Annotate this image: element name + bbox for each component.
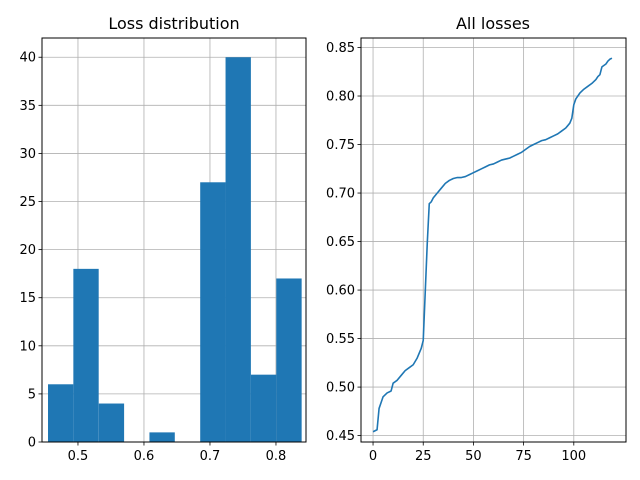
y-tick-label: 10	[19, 339, 36, 354]
x-tick-label: 50	[465, 449, 482, 464]
y-tick-label: 0.75	[326, 138, 355, 153]
histogram-loss-distribution: Loss distribution 0.5 0.6 0.7 0.8 0 5 10 15 20 25…	[19, 14, 307, 464]
y-tick-label: 0.70	[326, 187, 355, 202]
y-tick-label: 25	[19, 195, 36, 210]
y-tick-label: 0.80	[326, 90, 355, 105]
x-tick-label: 0.5	[68, 449, 89, 464]
y-tick-label: 0.55	[326, 332, 355, 347]
ticks: 0 25 50 75 100 0.45 0.50 0.55 0.60 0.65 0.70 0.75 0.…	[326, 41, 586, 464]
y-tick-label: 0.60	[326, 284, 355, 299]
x-tick-label: 100	[561, 449, 586, 464]
y-tick-label: 0.65	[326, 235, 355, 250]
marks	[48, 57, 302, 443]
x-tick-label: 0.8	[266, 449, 287, 464]
plot-area	[361, 38, 626, 442]
histogram-bar-1	[73, 268, 99, 442]
y-tick-label: 20	[19, 243, 36, 258]
y-tick-label: 5	[28, 387, 36, 402]
histogram-bar-2	[98, 403, 125, 442]
axes-frame	[41, 37, 307, 443]
y-tick-label: 0	[28, 436, 36, 451]
histogram-bar-7	[225, 57, 251, 442]
x-tick-label: 0.6	[134, 449, 155, 464]
x-tick-label: 0	[369, 449, 377, 464]
y-tick-label: 0.85	[326, 41, 355, 56]
histogram-bar-0	[48, 384, 74, 442]
y-tick-label: 15	[19, 291, 36, 306]
ticks: 0.5 0.6 0.7 0.8 0 5 10 15 20 25 30 35 40	[19, 51, 286, 464]
y-tick-label: 0.45	[326, 429, 355, 444]
grid	[361, 38, 626, 442]
line-chart-all-losses: All losses 0 25 50 75 100 0.45 0.50 0.55 0.60 0.6…	[326, 14, 627, 464]
axes-frame	[360, 37, 627, 443]
series-line-0	[372, 57, 613, 433]
left-chart-title: Loss distribution	[108, 14, 239, 33]
x-tick-label: 0.7	[200, 449, 221, 464]
histogram-bar-8	[250, 374, 277, 442]
histogram-bar-4	[149, 432, 175, 442]
y-tick-label: 35	[19, 99, 36, 114]
right-chart-title: All losses	[456, 14, 530, 33]
x-tick-label: 75	[515, 449, 532, 464]
x-tick-label: 25	[415, 449, 432, 464]
histogram-bar-9	[276, 278, 302, 442]
y-tick-label: 0.50	[326, 381, 355, 396]
histogram-bar-6	[200, 182, 226, 443]
y-tick-label: 30	[19, 147, 36, 162]
marks	[372, 57, 613, 433]
y-tick-label: 40	[19, 51, 36, 66]
